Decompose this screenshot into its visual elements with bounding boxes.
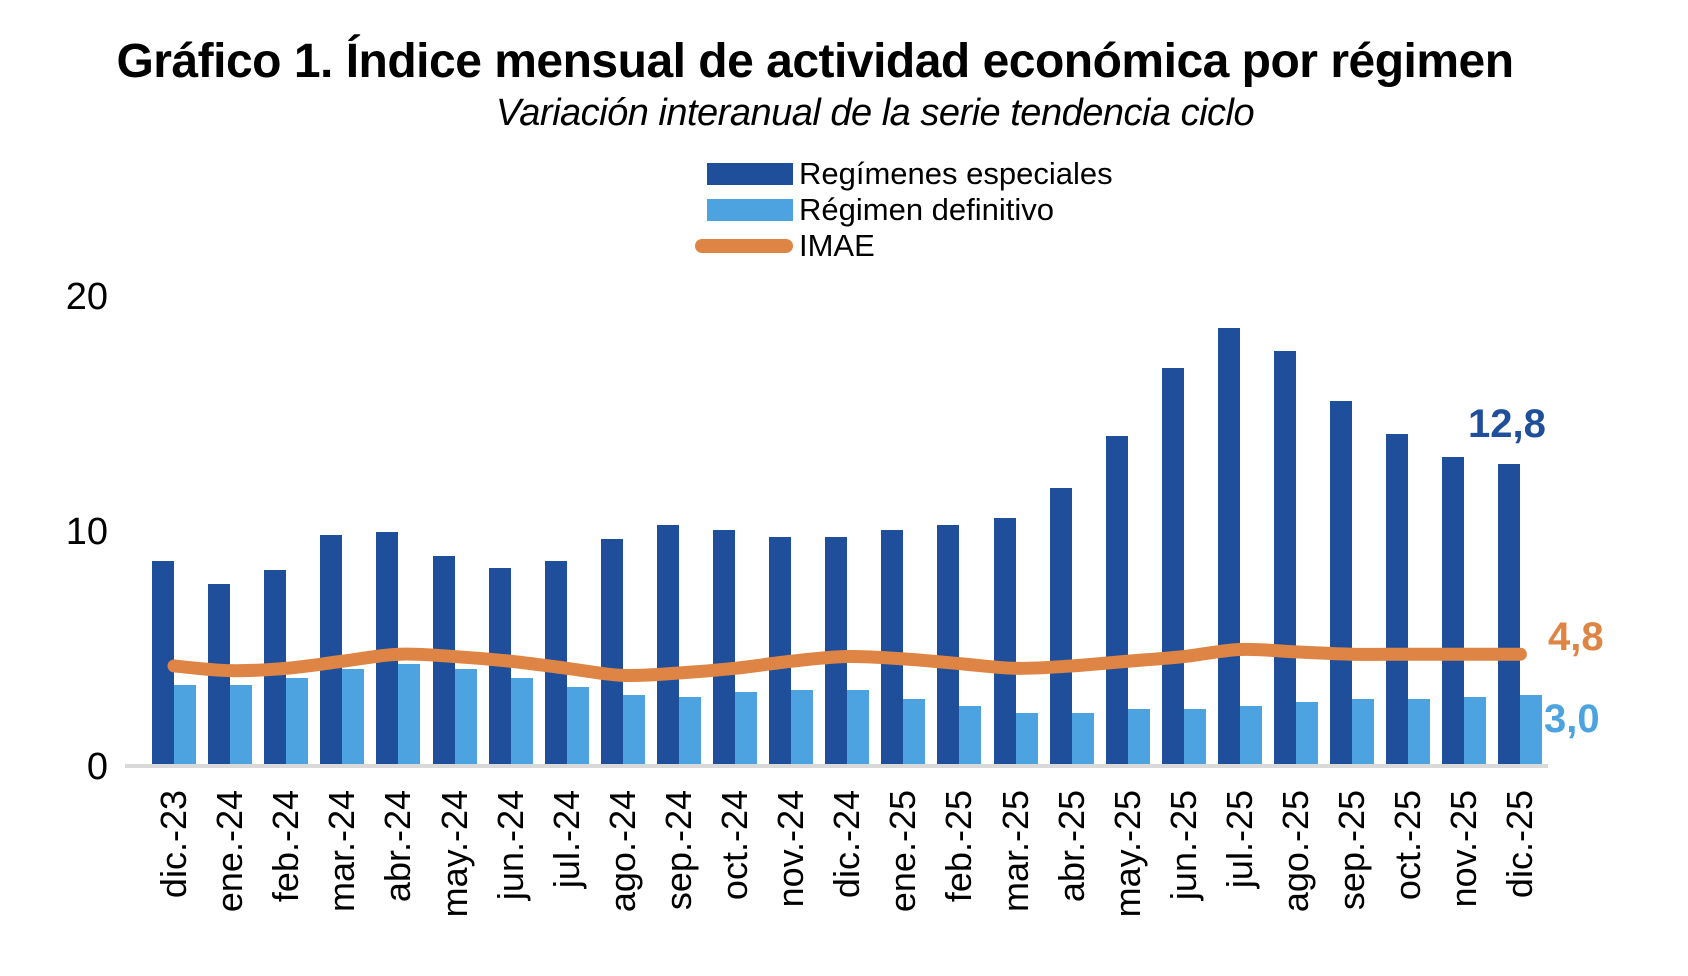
- x-label-text: oct.-24: [714, 790, 755, 901]
- legend-swatch-regimenes-especiales: [707, 163, 793, 185]
- x-label-text: mar.-24: [321, 790, 363, 913]
- bar-regimen-definitivo-abr.-25: [1071, 713, 1094, 765]
- bar-regimenes-especiales-may.-25: [1105, 436, 1128, 765]
- x-label-text: dic.-25: [1499, 790, 1541, 899]
- x-label-text: ene.-25: [882, 790, 924, 913]
- x-axis-line: [125, 764, 1548, 768]
- legend: Regímenes especiales Régimen definitivo …: [695, 156, 1113, 264]
- legend-label-imae: IMAE: [799, 228, 875, 263]
- bar-regimenes-especiales-ene.-25: [881, 530, 904, 765]
- bar-regimenes-especiales-sep.-25: [1330, 400, 1353, 765]
- bar-regimen-definitivo-jun.-24: [510, 678, 533, 765]
- legend-label-regimen-definitivo: Régimen definitivo: [799, 192, 1055, 227]
- x-label-text: dic.-24: [826, 790, 868, 899]
- x-label-text: jun.-25: [1162, 790, 1204, 901]
- x-label-text: ago.-24: [601, 790, 643, 913]
- bar-regimen-definitivo-jul.-24: [566, 687, 589, 765]
- value-label-imae: 4,8: [1548, 615, 1604, 659]
- legend-marker-cell: [695, 239, 793, 253]
- bar-regimenes-especiales-dic.-23: [152, 560, 174, 765]
- bar-regimen-definitivo-dic.-23: [174, 685, 196, 765]
- bar-regimen-definitivo-ago.-25: [1296, 701, 1318, 765]
- bar-regimen-definitivo-nov.-25: [1464, 696, 1487, 765]
- bar-regimen-definitivo-oct.-24: [735, 692, 757, 765]
- bar-regimen-definitivo-sep.-24: [678, 696, 701, 765]
- legend-item-regimenes-especiales: Regímenes especiales: [697, 156, 1113, 192]
- legend-item-imae: IMAE: [695, 228, 1113, 264]
- x-label-text: ago.-25: [1275, 790, 1316, 913]
- y-tick-0: 0: [86, 746, 108, 788]
- bar-regimenes-especiales-nov.-25: [1442, 457, 1465, 765]
- value-label-regimen-definitivo: 3,0: [1544, 697, 1600, 741]
- x-label-text: sep.-24: [657, 790, 699, 911]
- x-label-text: dic.-23: [153, 790, 194, 899]
- x-label-text: ene.-24: [209, 790, 251, 913]
- bar-regimen-definitivo-jul.-25: [1239, 706, 1262, 765]
- bar-regimenes-especiales-ago.-25: [1274, 351, 1296, 765]
- legend-swatch-regimen-definitivo: [707, 199, 793, 221]
- chart-title: Gráfico 1. Índice mensual de actividad e…: [116, 35, 1514, 88]
- x-label-text: may.-25: [1106, 790, 1148, 918]
- bar-regimen-definitivo-dic.-25: [1520, 694, 1543, 765]
- x-label-text: jul.-25: [1218, 790, 1260, 889]
- bar-regimen-definitivo-feb.-25: [959, 706, 982, 765]
- x-label-text: jul.-24: [545, 790, 587, 889]
- bar-regimenes-especiales-dic.-25: [1498, 464, 1521, 765]
- x-label-text: mar.-25: [994, 790, 1036, 913]
- legend-marker-cell: [697, 163, 793, 185]
- bar-regimen-definitivo-feb.-24: [286, 678, 309, 765]
- bar-regimenes-especiales-sep.-24: [656, 525, 679, 765]
- legend-swatch-imae: [695, 239, 793, 253]
- x-label-text: sep.-25: [1331, 790, 1373, 911]
- bar-regimen-definitivo-oct.-25: [1408, 699, 1431, 765]
- plot-area: [125, 297, 1548, 768]
- bar-regimenes-especiales-mar.-24: [320, 534, 343, 765]
- bar-regimen-definitivo-mar.-24: [342, 668, 365, 765]
- bar-regimen-definitivo-ago.-24: [622, 694, 645, 765]
- bar-regimen-definitivo-may.-25: [1127, 708, 1150, 765]
- value-label-regimenes-especiales: 12,8: [1468, 402, 1546, 446]
- legend-label-regimenes-especiales: Regímenes especiales: [799, 156, 1113, 191]
- bar-regimen-definitivo-ene.-25: [903, 699, 926, 765]
- legend-item-regimen-definitivo: Régimen definitivo: [697, 192, 1113, 228]
- x-label-text: feb.-24: [265, 790, 307, 903]
- y-tick-10: 10: [65, 511, 108, 553]
- x-label-text: abr.-24: [377, 790, 419, 903]
- bar-regimen-definitivo-dic.-24: [847, 689, 870, 765]
- bar-regimenes-especiales-oct.-24: [713, 530, 735, 765]
- x-label-text: nov.-25: [1443, 790, 1485, 908]
- bar-regimen-definitivo-nov.-24: [791, 689, 814, 765]
- legend-marker-cell: [697, 199, 793, 221]
- x-label-dic.-25: dic.-25: [1499, 790, 1608, 898]
- bar-regimenes-especiales-abr.-25: [1049, 487, 1072, 765]
- bar-regimenes-especiales-feb.-25: [937, 525, 960, 765]
- x-label-text: feb.-25: [938, 790, 980, 903]
- x-label-text: nov.-24: [770, 790, 812, 908]
- chart-subtitle: Variación interanual de la serie tendenc…: [495, 92, 1255, 134]
- bar-regimenes-especiales-nov.-24: [769, 537, 792, 765]
- x-label-text: jun.-24: [489, 790, 531, 901]
- imae-line: [167, 642, 1527, 683]
- bar-regimenes-especiales-oct.-25: [1386, 433, 1409, 765]
- bar-regimenes-especiales-jun.-25: [1161, 367, 1184, 765]
- bar-regimenes-especiales-ago.-24: [600, 539, 623, 765]
- x-label-text: abr.-25: [1050, 790, 1092, 903]
- bar-regimen-definitivo-may.-24: [454, 668, 477, 765]
- bar-regimen-definitivo-abr.-24: [398, 663, 421, 765]
- x-label-text: may.-24: [433, 790, 475, 918]
- bar-regimenes-especiales-mar.-25: [993, 518, 1016, 765]
- bar-regimen-definitivo-sep.-25: [1352, 699, 1375, 765]
- bar-regimen-definitivo-jun.-25: [1183, 708, 1206, 765]
- bar-regimen-definitivo-ene.-24: [230, 685, 253, 765]
- x-label-text: oct.-25: [1387, 790, 1429, 901]
- bar-regimen-definitivo-mar.-25: [1015, 713, 1038, 765]
- y-tick-20: 20: [65, 276, 108, 318]
